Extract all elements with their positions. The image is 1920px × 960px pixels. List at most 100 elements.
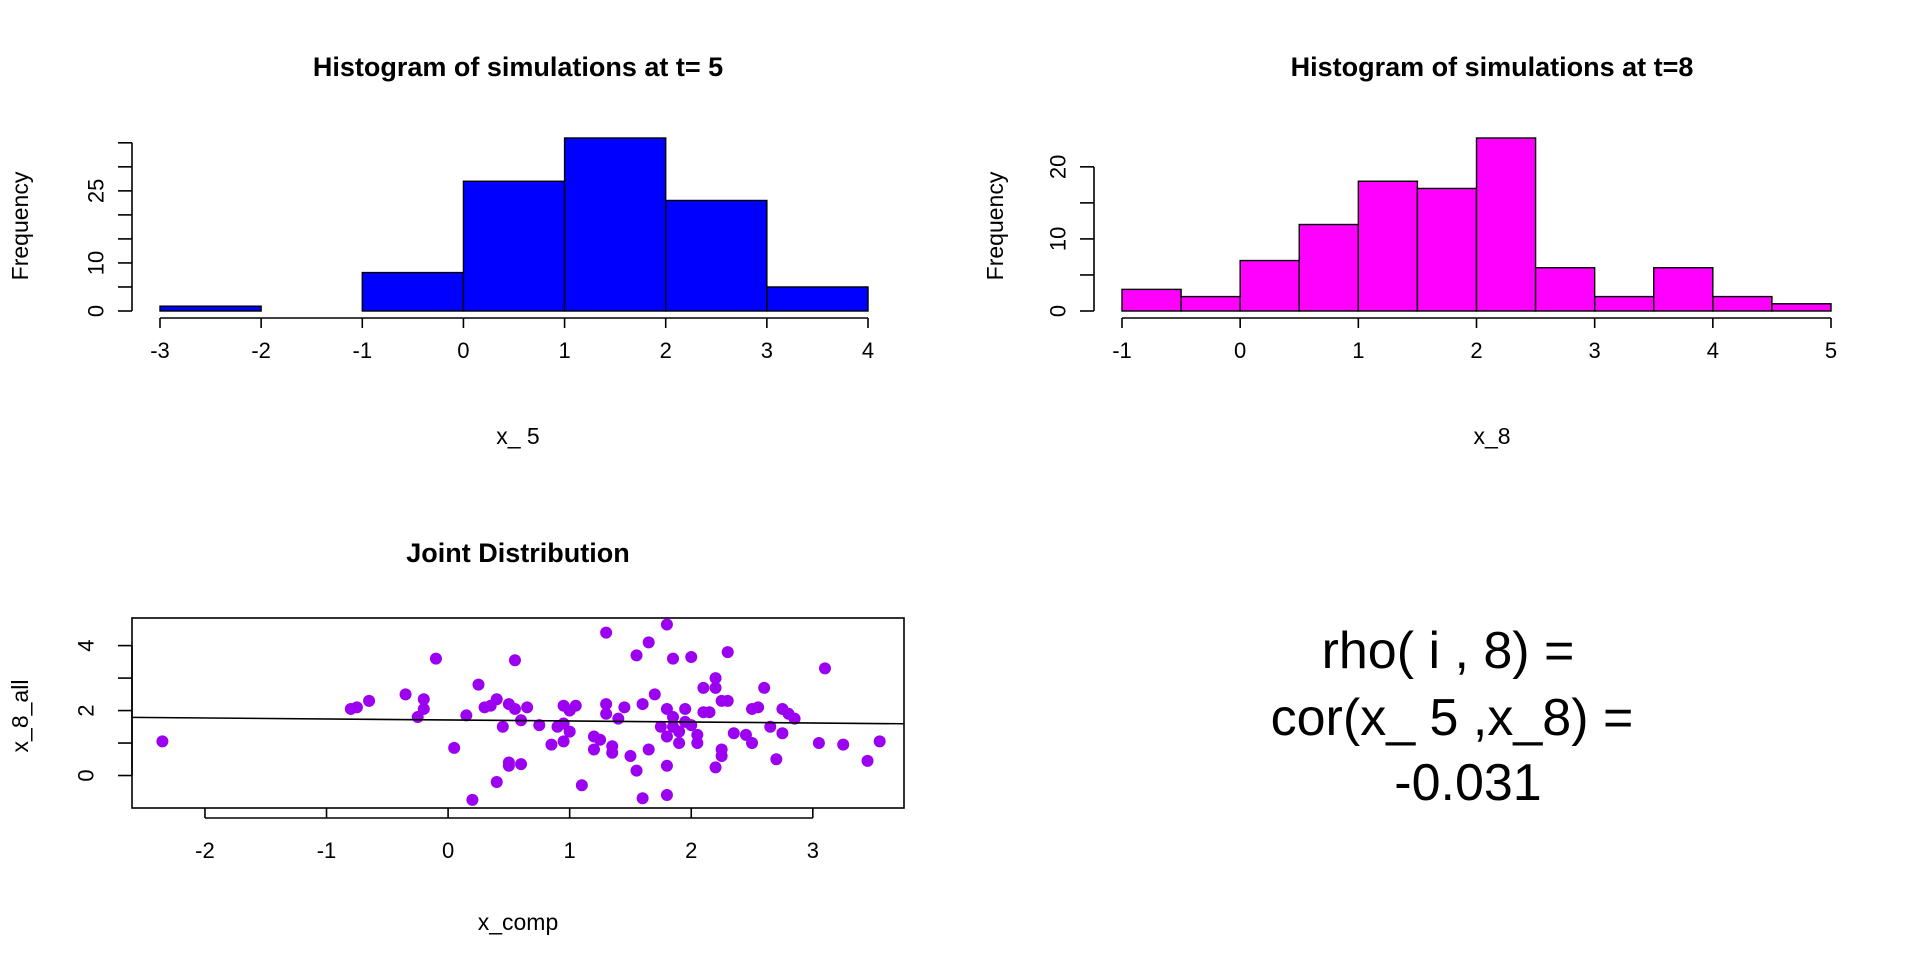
x-tick-label: 1 [564, 838, 576, 863]
x-tick-label: 0 [1234, 338, 1246, 363]
scatter-point [691, 737, 704, 750]
scatter-point [508, 702, 521, 715]
scatter-ylabel: x_8_all [7, 680, 33, 753]
histogram-bar [1180, 295, 1241, 312]
scatter-point [417, 702, 430, 715]
scatter-point [502, 756, 515, 769]
scatter-point [612, 712, 625, 725]
scatter-xlabel: x_comp [478, 909, 559, 935]
correlation-annotation: rho( i , 8) = cor(x_ 5 ,x_8) = -0.031 [1271, 622, 1634, 812]
x-tick-label: 1 [558, 338, 570, 363]
histogram-bar [361, 271, 465, 312]
scatter-point [569, 699, 582, 712]
scatter-point [636, 792, 649, 805]
histogram-bar [766, 286, 869, 312]
y-tick-label: 0 [84, 305, 109, 317]
scatter-point [685, 650, 698, 663]
histogram-bar [1534, 267, 1596, 312]
scatter-point [600, 707, 613, 720]
hist-t8-title: Histogram of simulations at t=8 [1291, 52, 1694, 82]
scatter-point [697, 681, 710, 694]
scatter-point [703, 706, 716, 719]
scatter-point [642, 636, 655, 649]
y-tick-label: 20 [1046, 155, 1071, 179]
scatter-point [667, 711, 680, 724]
hist-t5-ylabel: Frequency [7, 171, 33, 280]
scatter-point [350, 701, 363, 714]
hist-t5-title: Histogram of simulations at t= 5 [313, 52, 723, 82]
scatter-point [770, 753, 783, 766]
hist-t8-y-axis: 0 10 20 [1046, 155, 1095, 317]
x-tick-label: 0 [457, 338, 469, 363]
scatter-point [709, 761, 722, 774]
histogram-bar [1121, 288, 1182, 312]
x-tick-label: 2 [660, 338, 672, 363]
scatter-point [594, 733, 607, 746]
x-tick-label: -3 [150, 338, 170, 363]
histogram-bar [563, 137, 667, 312]
x-tick-label: 2 [685, 838, 697, 863]
scatter-point [557, 735, 570, 748]
histogram-bar [1475, 137, 1537, 312]
scatter-x-axis: -2 -1 0 1 2 3 [195, 808, 819, 863]
y-tick-label: 10 [84, 251, 109, 275]
scatter-point [630, 649, 643, 662]
x-tick-label: 1 [1352, 338, 1364, 363]
scatter-point [624, 750, 637, 763]
x-tick-label: -2 [251, 338, 271, 363]
scatter-point [727, 727, 740, 740]
scatter-point [156, 735, 169, 748]
hist-t8-x-axis: -1 0 1 2 3 4 5 [1112, 317, 1837, 363]
y-tick-label: 10 [1046, 227, 1071, 251]
scatter-point [600, 698, 613, 711]
scatter-point [660, 789, 673, 802]
hist-t5-bars [159, 137, 869, 312]
histogram-bar [1416, 187, 1478, 312]
scatter-point [466, 793, 479, 806]
histogram-bar [159, 305, 262, 312]
x-tick-label: 0 [442, 838, 454, 863]
scatter-point [654, 720, 667, 733]
hist-t8-xlabel: x_8 [1473, 423, 1510, 449]
annotation-line-3: -0.031 [1394, 754, 1541, 812]
histogram-bar [462, 180, 566, 312]
scatter-point [673, 725, 686, 738]
x-tick-label: -1 [353, 338, 373, 363]
x-tick-label: 3 [761, 338, 773, 363]
scatter-point [709, 681, 722, 694]
y-tick-label: 25 [84, 179, 109, 203]
y-tick-label: 2 [74, 704, 99, 716]
scatter-point [490, 693, 503, 706]
hist-t5-x-axis: -3 -2 -1 0 1 2 3 4 [150, 317, 874, 363]
scatter-point [861, 754, 874, 767]
hist-t5-y-axis: 0 10 25 [84, 142, 133, 317]
annotation-line-2: cor(x_ 5 ,x_8) = [1271, 689, 1634, 747]
scatter-point [417, 693, 430, 706]
y-tick-label: 0 [74, 769, 99, 781]
hist-t5-xlabel: x_ 5 [496, 423, 539, 449]
hist-t8-bars [1121, 137, 1832, 312]
histogram-t8: Histogram of simulations at t=8 -1 0 1 2 3 4 5… [982, 52, 1837, 449]
scatter-point [642, 743, 655, 756]
scatter-point [448, 741, 461, 754]
x-tick-label: 3 [1589, 338, 1601, 363]
scatter-point [715, 750, 728, 763]
scatter-point [788, 712, 801, 725]
scatter-point [776, 727, 789, 740]
histogram-bar [1239, 259, 1300, 312]
scatter-y-axis: 0 2 4 [74, 639, 133, 782]
scatter-joint: Joint Distribution -2 -1 0 1 2 3 0 2 4 x_comp x… [7, 538, 905, 935]
scatter-title: Joint Distribution [406, 538, 629, 568]
scatter-point [709, 672, 722, 685]
histogram-bar [1298, 223, 1360, 312]
x-tick-label: 4 [1707, 338, 1719, 363]
histogram-bar [1357, 180, 1419, 312]
scatter-point [660, 730, 673, 743]
scatter-point [636, 698, 649, 711]
scatter-point [533, 719, 546, 732]
histogram-t5: Histogram of simulations at t= 5 -3 -2 -1 0… [7, 52, 874, 449]
x-tick-label: -1 [317, 838, 337, 863]
scatter-point [873, 735, 886, 748]
scatter-point [648, 688, 661, 701]
